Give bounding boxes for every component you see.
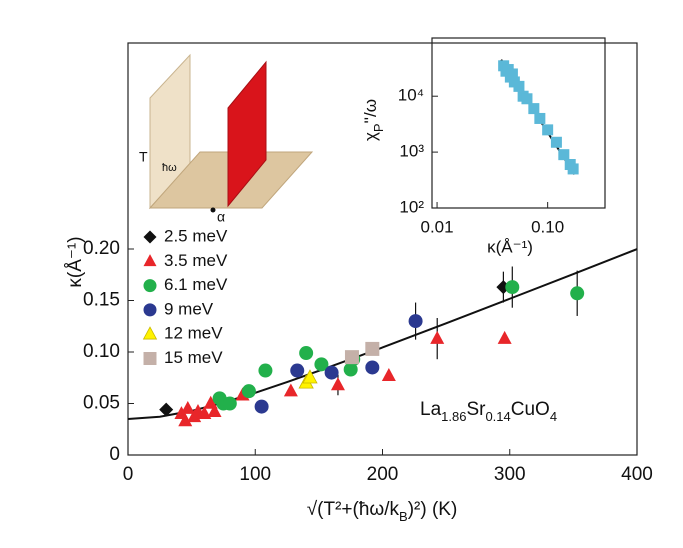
data-point — [542, 124, 554, 136]
x-tick-label: 200 — [367, 464, 399, 485]
legend-label: 12 meV — [164, 324, 223, 343]
y-axis-label: κ(Å⁻¹) — [65, 236, 86, 287]
subscript: 0.14 — [485, 409, 510, 424]
y-tick-label: 10³ — [399, 142, 424, 161]
legend-marker — [143, 303, 157, 317]
legend-marker — [143, 254, 157, 267]
subscript: 1.86 — [441, 409, 466, 424]
data-point — [302, 369, 318, 384]
data-point — [344, 350, 359, 365]
axis-t-label: T — [139, 149, 148, 165]
subscript: B — [399, 509, 408, 524]
red-plane — [227, 60, 267, 208]
data-point — [570, 286, 585, 301]
data-point — [528, 103, 540, 115]
legend-label: 9 meV — [164, 299, 214, 318]
label-part: χ — [361, 132, 380, 141]
label-part: Sr — [466, 399, 486, 420]
data-point — [408, 314, 423, 329]
data-point — [558, 149, 570, 161]
plot-frame — [127, 42, 638, 456]
axis-alpha-label: α — [217, 209, 225, 225]
y-tick-label: 0.05 — [83, 393, 120, 414]
data-point — [258, 363, 273, 378]
data-point — [567, 163, 579, 175]
label-part: √(T²+(ħω/k — [307, 499, 400, 520]
subscript: 4 — [550, 409, 557, 424]
data-point — [283, 383, 298, 397]
y-tick-label: 0 — [109, 444, 120, 465]
label-part: La — [420, 399, 442, 420]
data-point — [521, 93, 533, 105]
axis-label: √(T²+(ħω/kB)²) (K) — [307, 499, 458, 524]
label-part: )²) (K) — [408, 499, 458, 520]
data-point — [534, 112, 546, 124]
axis-label: χP''/ω — [361, 99, 385, 141]
data-point — [197, 406, 212, 420]
data-point — [365, 360, 380, 375]
data-point — [222, 396, 237, 411]
data-point — [365, 341, 380, 356]
origin-dot — [210, 207, 216, 213]
data-point — [513, 80, 525, 92]
data-point — [330, 377, 345, 391]
data-point — [324, 365, 339, 380]
y-tick-label: 0.15 — [83, 290, 120, 311]
schematic: T ħω α — [139, 53, 314, 225]
legend-marker — [143, 230, 157, 244]
data-point — [497, 330, 512, 344]
y-tick-label: 10² — [399, 197, 424, 216]
x-tick-label: 0 — [123, 464, 134, 485]
x-tick-label: 300 — [494, 464, 526, 485]
data-point — [550, 136, 562, 148]
data-point — [241, 384, 256, 399]
x-tick-label: 100 — [239, 464, 271, 485]
data-point — [178, 413, 193, 427]
data-point — [430, 330, 445, 344]
data-point — [381, 367, 396, 381]
legend-label: 15 meV — [164, 348, 223, 367]
data-point — [207, 404, 222, 417]
legend-label: 2.5 meV — [164, 226, 228, 245]
inset-x-label: κ(Å⁻¹) — [487, 237, 533, 256]
y-tick-label: 0.20 — [83, 238, 120, 259]
label-part: ''/ω — [361, 99, 380, 124]
data-point — [314, 357, 329, 372]
data-point — [159, 402, 174, 417]
data-point — [290, 363, 305, 378]
legend-label: 3.5 meV — [164, 251, 228, 270]
legend-marker — [142, 326, 158, 340]
legend-marker — [143, 279, 157, 293]
label-part: CuO — [511, 399, 550, 420]
axis-label: La1.86Sr0.14CuO4 — [420, 399, 557, 424]
y-tick-label: 0.10 — [83, 341, 120, 362]
x-tick-label: 0.10 — [531, 217, 564, 236]
legend-marker — [143, 352, 157, 365]
legend-label: 6.1 meV — [164, 275, 228, 294]
data-point — [505, 280, 520, 295]
data-point — [299, 346, 314, 361]
axis-hw-label: ħω — [162, 162, 177, 174]
data-point — [254, 399, 269, 414]
x-tick-label: 400 — [621, 464, 653, 485]
plot-frame — [431, 37, 606, 209]
x-tick-label: 0.01 — [421, 217, 454, 236]
data-point — [506, 68, 518, 80]
y-tick-label: 10⁴ — [398, 86, 424, 105]
subscript: P — [371, 123, 386, 132]
data-point — [180, 400, 195, 414]
